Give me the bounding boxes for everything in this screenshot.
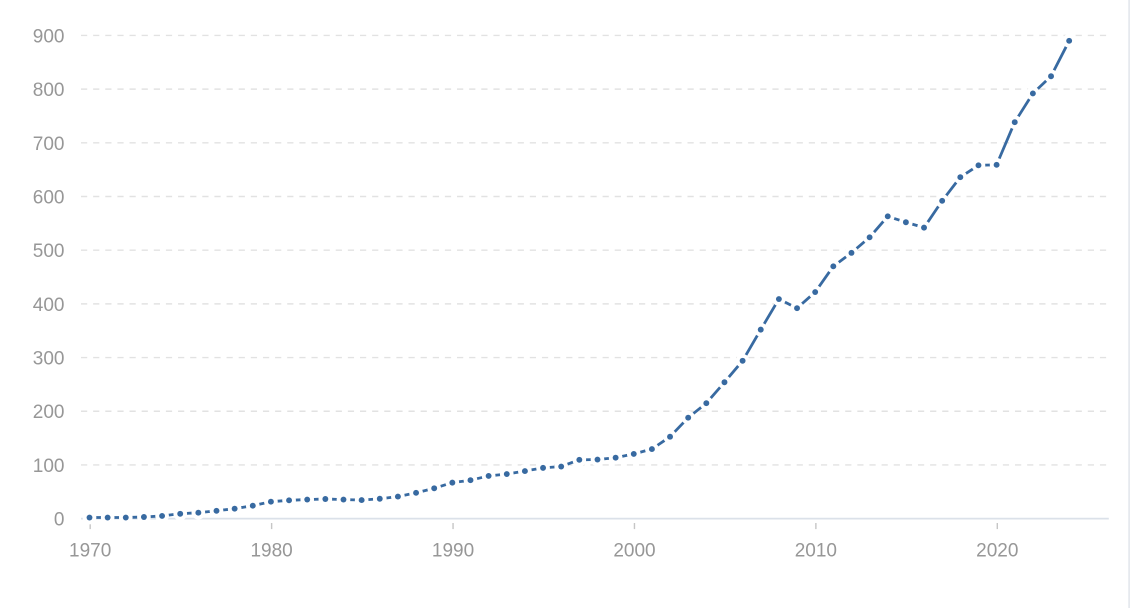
svg-text:0: 0 [54,510,65,531]
svg-text:700: 700 [33,134,65,155]
svg-text:200: 200 [33,402,65,423]
svg-text:800: 800 [33,80,65,101]
svg-text:2000: 2000 [613,541,655,562]
svg-text:900: 900 [33,26,65,47]
svg-text:1980: 1980 [250,541,292,562]
svg-text:300: 300 [33,349,65,370]
svg-text:500: 500 [33,241,65,262]
svg-text:2020: 2020 [976,541,1018,562]
svg-text:600: 600 [33,187,65,208]
svg-text:1970: 1970 [69,541,111,562]
svg-text:400: 400 [33,295,65,316]
svg-text:2010: 2010 [795,541,837,562]
svg-text:100: 100 [33,456,65,477]
svg-text:1990: 1990 [432,541,474,562]
